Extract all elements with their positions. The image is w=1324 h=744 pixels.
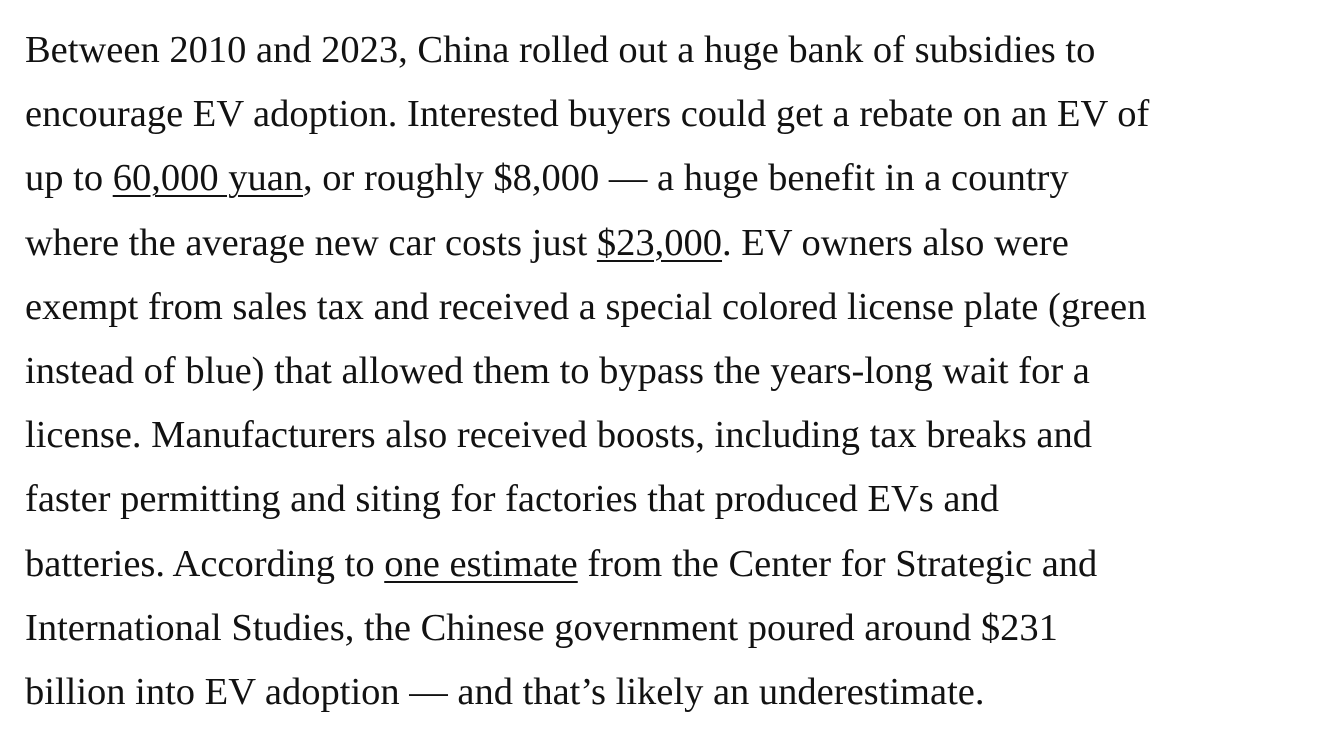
text-line: batteries. According to one estimate fro…	[25, 532, 1315, 596]
text-line: Between 2010 and 2023, China rolled out …	[25, 18, 1315, 82]
text-segment: license. Manufacturers also received boo…	[25, 414, 1092, 457]
text-line: up to 60,000 yuan, or roughly $8,000 — a…	[25, 146, 1315, 210]
text-segment: where the average new car costs just	[25, 221, 597, 264]
article-paragraph: Between 2010 and 2023, China rolled out …	[25, 18, 1315, 724]
text-segment: Between 2010 and 2023, China rolled out …	[25, 29, 1096, 71]
text-segment: . EV owners also were	[722, 221, 1069, 264]
text-segment: International Studies, the Chinese gover…	[25, 606, 1058, 649]
text-segment: , or roughly $8,000 — a huge benefit in …	[303, 157, 1069, 200]
text-line: instead of blue) that allowed them to by…	[25, 339, 1315, 403]
inline-link[interactable]: $23,000	[596, 221, 723, 264]
text-segment: from the Center for Strategic and	[577, 542, 1098, 585]
text-segment: billion into EV adoption — and that’s li…	[25, 670, 985, 713]
text-line: license. Manufacturers also received boo…	[25, 403, 1315, 467]
text-segment: instead of blue) that allowed them to by…	[25, 349, 1090, 392]
text-line: where the average new car costs just $23…	[25, 211, 1315, 275]
text-line: exempt from sales tax and received a spe…	[25, 275, 1315, 339]
text-segment: batteries. According to	[25, 542, 385, 585]
text-segment: up to	[25, 157, 113, 200]
text-line: faster permitting and siting for factori…	[25, 467, 1315, 531]
inline-link[interactable]: 60,000 yuan	[112, 157, 304, 200]
text-segment: exempt from sales tax and received a spe…	[25, 285, 1147, 328]
text-line: billion into EV adoption — and that’s li…	[25, 660, 1315, 724]
text-segment: faster permitting and siting for factori…	[25, 478, 999, 521]
text-line: International Studies, the Chinese gover…	[25, 596, 1315, 660]
inline-link[interactable]: one estimate	[384, 542, 578, 585]
text-line: encourage EV adoption. Interested buyers…	[25, 82, 1315, 146]
text-segment: encourage EV adoption. Interested buyers…	[25, 93, 1150, 136]
